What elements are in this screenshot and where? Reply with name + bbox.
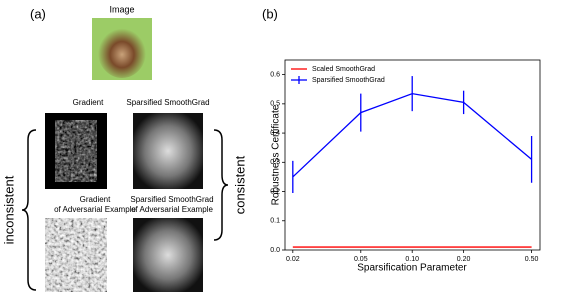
y-tick-label: 0.0 (270, 247, 280, 254)
y-tick-label: 0.2 (270, 188, 280, 195)
image-title: Image (109, 4, 134, 14)
y-tick-label: 0.4 (270, 130, 280, 137)
panel-label: (a) (30, 6, 46, 21)
x-axis-label: Sparsification Parameter (357, 263, 467, 274)
brace (21, 129, 37, 291)
x-tick-label: 0.02 (286, 256, 300, 263)
caption: of Adversarial Example (131, 205, 213, 214)
x-tick-label: 0.05 (354, 256, 368, 263)
x-tick-label: 0.10 (405, 256, 419, 263)
y-tick-label: 0.3 (270, 159, 280, 166)
caption: Gradient (80, 195, 111, 204)
side-label: inconsistent (1, 175, 16, 244)
y-tick-label: 0.6 (270, 71, 280, 78)
panel-label: (b) (262, 6, 278, 21)
caption: Sparsified SmoothGrad (130, 195, 213, 204)
caption: Gradient (73, 98, 104, 107)
side-label: consistent (232, 155, 247, 214)
brace (213, 129, 229, 241)
legend-label: Scaled SmoothGrad (312, 66, 375, 73)
caption: of Adversarial Example (54, 205, 136, 214)
x-tick-label: 0.50 (525, 256, 539, 263)
legend-label: Sparsified SmoothGrad (312, 77, 385, 84)
saliency-map (133, 113, 203, 189)
cat (98, 26, 146, 78)
saliency-map (55, 120, 97, 182)
saliency-map (133, 218, 203, 292)
x-tick-label: 0.20 (457, 256, 471, 263)
y-axis-label: Robustness Certificate (271, 104, 282, 205)
y-tick-label: 0.5 (270, 101, 280, 108)
saliency-map (45, 218, 107, 292)
y-tick-label: 0.1 (270, 218, 280, 225)
caption: Sparsified SmoothGrad (126, 98, 209, 107)
